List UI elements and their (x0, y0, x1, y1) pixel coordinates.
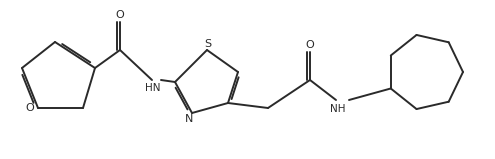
Text: O: O (305, 40, 314, 50)
Text: O: O (116, 10, 124, 20)
Text: NH: NH (330, 104, 346, 114)
Text: O: O (25, 103, 34, 113)
Text: HN: HN (145, 83, 161, 93)
Text: S: S (204, 39, 211, 49)
Text: N: N (185, 114, 193, 124)
